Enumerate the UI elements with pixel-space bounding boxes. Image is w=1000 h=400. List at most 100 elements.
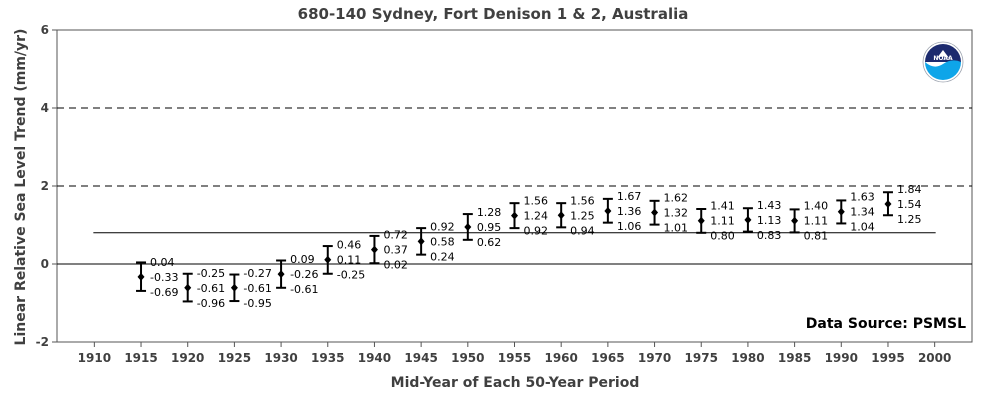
x-tick-label: 1970 bbox=[638, 351, 671, 365]
trend-label: 1.24 bbox=[524, 210, 549, 223]
x-tick-label: 1915 bbox=[124, 351, 157, 365]
trend-label: 0.95 bbox=[477, 221, 502, 234]
trend-marker bbox=[230, 283, 238, 292]
lower-bound-label: 0.24 bbox=[430, 250, 455, 263]
trend-label: -0.61 bbox=[243, 282, 271, 295]
x-tick-label: 1990 bbox=[825, 351, 858, 365]
y-tick-label: 4 bbox=[41, 101, 49, 115]
trend-marker bbox=[604, 206, 612, 215]
trend-label: 0.37 bbox=[383, 244, 408, 257]
lower-bound-label: 1.01 bbox=[664, 222, 689, 235]
trend-label: 0.11 bbox=[337, 254, 362, 267]
lower-bound-label: -0.96 bbox=[197, 297, 225, 310]
x-tick-label: 1910 bbox=[78, 351, 111, 365]
x-tick-label: 1940 bbox=[358, 351, 391, 365]
x-tick-label: 1935 bbox=[311, 351, 344, 365]
trend-marker bbox=[697, 216, 705, 225]
trend-marker bbox=[184, 283, 192, 292]
x-tick-label: 1930 bbox=[264, 351, 297, 365]
x-axis-label: Mid-Year of Each 50-Year Period bbox=[391, 375, 640, 391]
lower-bound-label: -0.69 bbox=[150, 286, 178, 299]
trend-label: -0.33 bbox=[150, 271, 178, 284]
upper-bound-label: 1.56 bbox=[524, 195, 549, 208]
upper-bound-label: 0.04 bbox=[150, 256, 175, 269]
data-point-1980: 1.43 1.13 0.83 bbox=[742, 199, 782, 242]
x-tick-label: 1955 bbox=[498, 351, 531, 365]
data-point-1920: -0.25 -0.61 -0.96 bbox=[182, 267, 225, 310]
data-points: 0.04-0.33-0.69-0.25-0.61-0.96-0.27-0.61-… bbox=[136, 183, 921, 310]
lower-bound-label: -0.61 bbox=[290, 283, 318, 296]
upper-bound-label: 1.41 bbox=[710, 200, 735, 213]
trend-marker bbox=[511, 211, 518, 220]
trend-marker bbox=[464, 222, 472, 231]
trend-marker bbox=[277, 270, 285, 279]
logo-gull bbox=[937, 50, 949, 58]
upper-bound-label: 1.40 bbox=[804, 200, 829, 213]
gridlines bbox=[57, 107, 972, 265]
data-point-1940: 0.72 0.37 0.02 bbox=[369, 229, 408, 272]
lower-bound-label: 0.02 bbox=[383, 259, 408, 272]
noaa-logo: NOAA bbox=[922, 41, 964, 83]
y-tick-label: 0 bbox=[41, 257, 49, 271]
upper-bound-label: 1.43 bbox=[757, 199, 782, 212]
x-tick-label: 2000 bbox=[918, 351, 951, 365]
trend-label: 1.34 bbox=[850, 206, 875, 219]
data-point-1945: 0.92 0.58 0.24 bbox=[416, 220, 455, 263]
data-point-1955: 1.56 1.24 0.92 bbox=[509, 195, 549, 238]
data-point-1925: -0.27 -0.61 -0.95 bbox=[229, 267, 272, 310]
lower-bound-label: 0.81 bbox=[804, 230, 829, 243]
x-tick-label: 1975 bbox=[685, 351, 718, 365]
lower-bound-label: 1.25 bbox=[897, 213, 922, 226]
lower-bound-label: 0.92 bbox=[524, 225, 549, 238]
upper-bound-label: 1.63 bbox=[850, 191, 875, 204]
upper-bound-label: 1.56 bbox=[570, 194, 595, 207]
upper-bound-label: 1.28 bbox=[477, 206, 502, 219]
lower-bound-label: 1.06 bbox=[617, 220, 642, 233]
upper-bound-label: 1.67 bbox=[617, 190, 642, 203]
lower-bound-label: 0.94 bbox=[570, 224, 595, 237]
trend-label: 1.54 bbox=[897, 198, 922, 211]
lower-bound-label: -0.25 bbox=[337, 269, 365, 282]
trend-marker bbox=[837, 207, 845, 216]
x-axis-ticks: 1910 1915 1920 1925 1930 1935 1940 1945 1950 1955… bbox=[78, 342, 951, 365]
x-tick-label: 1945 bbox=[404, 351, 437, 365]
x-tick-label: 1980 bbox=[731, 351, 764, 365]
trend-label: -0.61 bbox=[197, 282, 225, 295]
trend-label: -0.26 bbox=[290, 268, 318, 281]
upper-bound-label: 0.09 bbox=[290, 253, 315, 266]
y-axis-ticks: -2 0 2 4 6 bbox=[36, 23, 57, 349]
data-point-1950: 1.28 0.95 0.62 bbox=[462, 206, 502, 249]
chart-title: 680-140 Sydney, Fort Denison 1 & 2, Aust… bbox=[298, 5, 689, 23]
data-point-1930: 0.09 -0.26 -0.61 bbox=[276, 253, 319, 296]
upper-bound-label: 0.92 bbox=[430, 220, 455, 233]
x-tick-label: 1965 bbox=[591, 351, 624, 365]
trend-label: 1.11 bbox=[710, 215, 735, 228]
logo-sea bbox=[925, 60, 961, 80]
data-point-1960: 1.56 1.25 0.94 bbox=[556, 194, 595, 237]
upper-bound-label: 0.72 bbox=[383, 229, 408, 242]
x-tick-label: 1960 bbox=[544, 351, 577, 365]
upper-bound-label: -0.27 bbox=[243, 267, 271, 280]
trend-label: 1.25 bbox=[570, 209, 595, 222]
y-tick-label: -2 bbox=[36, 335, 49, 349]
data-point-1935: 0.46 0.11 -0.25 bbox=[322, 239, 365, 282]
trend-marker bbox=[884, 199, 892, 208]
trend-label: 1.13 bbox=[757, 214, 782, 227]
trend-label: 1.36 bbox=[617, 205, 642, 218]
data-point-1965: 1.67 1.36 1.06 bbox=[602, 190, 642, 233]
x-tick-label: 1985 bbox=[778, 351, 811, 365]
trend-marker bbox=[744, 215, 752, 224]
lower-bound-label: 0.62 bbox=[477, 236, 502, 249]
upper-bound-label: -0.25 bbox=[197, 267, 225, 280]
upper-bound-label: 0.46 bbox=[337, 239, 362, 252]
trend-label: 1.11 bbox=[804, 215, 829, 228]
y-axis-label: Linear Relative Sea Level Trend (mm/yr) bbox=[13, 29, 29, 346]
lower-bound-label: -0.95 bbox=[243, 297, 271, 310]
trend-marker bbox=[137, 272, 145, 281]
data-point-1995: 1.84 1.54 1.25 bbox=[882, 183, 922, 226]
data-point-1990: 1.63 1.34 1.04 bbox=[836, 191, 875, 234]
lower-bound-label: 0.83 bbox=[757, 229, 782, 242]
trend-marker bbox=[791, 216, 799, 225]
trend-label: 1.32 bbox=[664, 207, 689, 220]
x-tick-label: 1950 bbox=[451, 351, 484, 365]
